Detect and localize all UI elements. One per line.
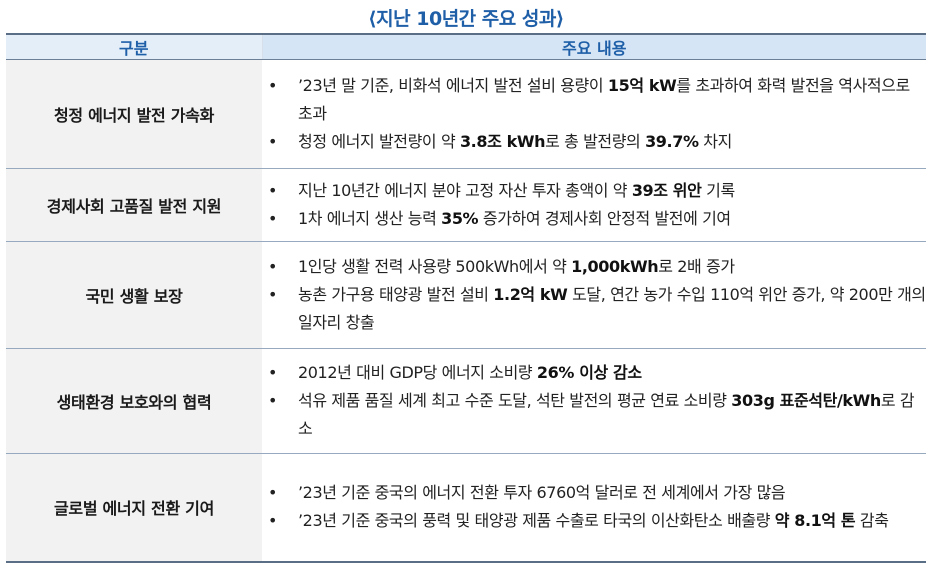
row-details: 2012년 대비 GDP당 에너지 소비량 26% 이상 감소석유 제품 품질 … [262,348,926,454]
highlight-text: 35% [441,209,479,228]
bullet-text: 차지 [698,132,732,151]
bullet-list: ’23년 말 기준, 비화석 에너지 발전 설비 용량이 15억 kW를 초과하… [262,72,926,156]
table-caption: ⟨지난 10년간 주요 성과⟩ [368,8,565,30]
bullet-text: 를 초과하여 화력 발전을 역사적으로 초과 [298,76,910,123]
bullet-text: 청정 에너지 발전량이 약 [298,132,460,151]
bullet-text: 도달, 연간 농가 수입 110억 위안 증가, 약 200만 개의 일자리 창… [298,285,926,332]
highlight-text: 1,000kWh [571,257,659,276]
bullet-item: ’23년 기준 중국의 에너지 전환 투자 6760억 달러로 전 세계에서 가… [262,479,926,507]
bullet-text: 1인당 생활 전력 사용량 500kWh에서 약 [298,257,572,276]
bullet-item: ’23년 기준 중국의 풍력 및 태양광 제품 수출로 타국의 이산화탄소 배출… [262,507,926,535]
bullet-text: 증가하여 경제사회 안정적 발전에 기여 [478,209,731,228]
highlight-text: 약 8.1억 톤 [774,511,856,531]
highlight-text: 39조 위안 [631,181,702,200]
bullet-text: 감축 [855,511,889,531]
bullet-text: 1차 에너지 생산 능력 [298,209,442,228]
bullet-item: 지난 10년간 에너지 분야 고정 자산 투자 총액이 약 39조 위안 기록 [262,177,926,205]
bullet-item: 1차 에너지 생산 능력 35% 증가하여 경제사회 안정적 발전에 기여 [262,205,926,233]
bullet-item: 1인당 생활 전력 사용량 500kWh에서 약 1,000kWh로 2배 증가 [262,253,926,281]
bullet-list: 1인당 생활 전력 사용량 500kWh에서 약 1,000kWh로 2배 증가… [262,253,926,337]
bullet-text: 로 감소 [298,391,915,438]
table-row: 경제사회 고품질 발전 지원 지난 10년간 에너지 분야 고정 자산 투자 총… [6,168,926,242]
table-row: 글로벌 에너지 전환 기여 ’23년 기준 중국의 에너지 전환 투자 6760… [6,453,926,563]
table-row: 청정 에너지 발전 가속화 ’23년 말 기준, 비화석 에너지 발전 설비 용… [6,59,926,169]
header-details: 주요 내용 [262,33,926,60]
row-details: 1인당 생활 전력 사용량 500kWh에서 약 1,000kWh로 2배 증가… [262,241,926,349]
bullet-text: 지난 10년간 에너지 분야 고정 자산 투자 총액이 약 [298,181,632,200]
bullet-text: 로 총 발전량의 [545,132,646,151]
bullet-list: 2012년 대비 GDP당 에너지 소비량 26% 이상 감소석유 제품 품질 … [262,359,926,443]
bullet-text: ’23년 기준 중국의 에너지 전환 투자 6760억 달러로 전 세계에서 가… [298,483,786,503]
row-category: 경제사회 고품질 발전 지원 [6,168,262,242]
bullet-item: 석유 제품 품질 세계 최고 수준 도달, 석탄 발전의 평균 연료 소비량 3… [262,387,926,443]
header-category: 구분 [6,33,263,60]
table-row: 생태환경 보호와의 협력 2012년 대비 GDP당 에너지 소비량 26% 이… [6,348,926,454]
bullet-item: ’23년 말 기준, 비화석 에너지 발전 설비 용량이 15억 kW를 초과하… [262,72,926,128]
row-details: ’23년 말 기준, 비화석 에너지 발전 설비 용량이 15억 kW를 초과하… [262,59,926,169]
highlight-text: 39.7% [645,132,699,151]
bullet-list: 지난 10년간 에너지 분야 고정 자산 투자 총액이 약 39조 위안 기록1… [262,177,926,233]
row-category: 글로벌 에너지 전환 기여 [6,453,262,563]
achievements-table: 구분 주요 내용 청정 에너지 발전 가속화 ’23년 말 기준, 비화석 에너… [6,33,926,563]
row-category: 생태환경 보호와의 협력 [6,348,262,454]
bullet-item: 농촌 가구용 태양광 발전 설비 1.2억 kW 도달, 연간 농가 수입 11… [262,281,926,337]
highlight-text: 1.2억 kW [493,285,568,304]
row-category: 국민 생활 보장 [6,241,262,349]
bullet-text: ’23년 기준 중국의 풍력 및 태양광 제품 수출로 타국의 이산화탄소 배출… [298,511,775,531]
bullet-text: 농촌 가구용 태양광 발전 설비 [298,285,494,304]
bullet-text: 2012년 대비 GDP당 에너지 소비량 [298,363,537,382]
row-details: 지난 10년간 에너지 분야 고정 자산 투자 총액이 약 39조 위안 기록1… [262,168,926,242]
bullet-item: 청정 에너지 발전량이 약 3.8조 kWh로 총 발전량의 39.7% 차지 [262,128,926,156]
highlight-text: 3.8조 kWh [459,132,546,151]
bullet-text: 석유 제품 품질 세계 최고 수준 도달, 석탄 발전의 평균 연료 소비량 [298,391,732,410]
row-category: 청정 에너지 발전 가속화 [6,59,262,169]
bullet-item: 2012년 대비 GDP당 에너지 소비량 26% 이상 감소 [262,359,926,387]
bullet-text: ’23년 말 기준, 비화석 에너지 발전 설비 용량이 [298,76,608,95]
highlight-text: 303g 표준석탄/kWh [731,391,881,410]
row-details: ’23년 기준 중국의 에너지 전환 투자 6760억 달러로 전 세계에서 가… [262,453,926,563]
bullet-list: ’23년 기준 중국의 에너지 전환 투자 6760억 달러로 전 세계에서 가… [262,479,926,535]
highlight-text: 26% 이상 감소 [536,363,642,382]
table-row: 국민 생활 보장 1인당 생활 전력 사용량 500kWh에서 약 1,000k… [6,241,926,349]
header-row: 구분 주요 내용 [6,33,926,60]
bullet-text: 기록 [701,181,735,200]
highlight-text: 15억 kW [607,76,677,95]
bullet-text: 로 2배 증가 [658,257,735,276]
